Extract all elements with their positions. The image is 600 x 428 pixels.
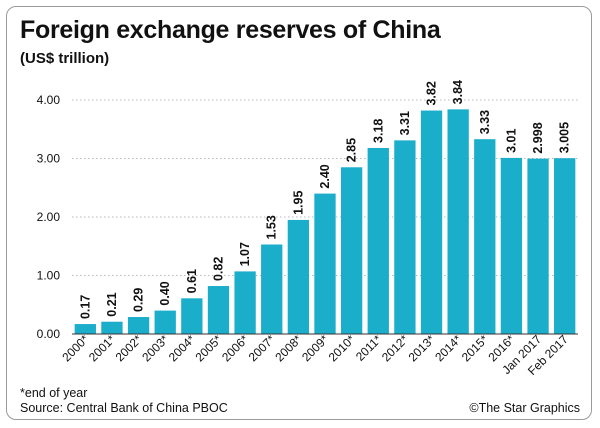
bar <box>101 321 123 334</box>
x-tick-label: 2013* <box>406 332 438 364</box>
x-tick-label: 2000* <box>59 332 91 364</box>
chart-subtitle: (US$ trillion) <box>20 50 110 67</box>
x-tick-label: 2001* <box>86 332 118 364</box>
credit-text: ©The Star Graphics <box>469 401 580 415</box>
data-label: 1.07 <box>238 242 252 266</box>
x-tick-label: 2008* <box>272 332 304 364</box>
data-label: 3.01 <box>504 129 518 153</box>
y-tick-label: 0.00 <box>37 327 61 341</box>
bar <box>207 286 230 334</box>
x-tick-label: 2003* <box>139 332 171 364</box>
data-label: 1.53 <box>265 215 279 239</box>
y-tick-label: 2.00 <box>37 210 61 224</box>
data-label: 3.18 <box>371 119 385 143</box>
data-label: 0.40 <box>158 281 172 305</box>
bar <box>234 271 256 334</box>
data-label: 0.21 <box>105 292 119 316</box>
data-label: 0.61 <box>185 269 199 293</box>
bar <box>154 310 176 334</box>
data-label: 0.82 <box>211 257 225 281</box>
x-tick-label: 2007* <box>246 332 278 364</box>
bar <box>181 298 203 334</box>
bar <box>74 324 96 334</box>
x-tick-label: 2006* <box>219 332 251 364</box>
bar <box>367 147 389 334</box>
x-tick-label: 2004* <box>166 332 198 364</box>
y-tick-label: 3.00 <box>37 152 61 166</box>
data-label: 3.33 <box>478 110 492 134</box>
data-label: 3.31 <box>398 111 412 135</box>
y-tick-label: 4.00 <box>37 93 61 107</box>
x-tick-label: 2015* <box>459 332 491 364</box>
source-text: Source: Central Bank of China PBOC <box>20 401 228 415</box>
bar <box>447 109 469 334</box>
data-label: 0.29 <box>132 288 146 312</box>
data-label: 0.17 <box>78 295 92 319</box>
bar <box>340 167 363 334</box>
bar <box>420 110 443 334</box>
data-label: 2.85 <box>345 138 359 162</box>
bar <box>474 139 496 334</box>
data-label: 3.82 <box>425 81 439 105</box>
x-tick-label: 2012* <box>379 332 411 364</box>
bar <box>127 317 150 334</box>
x-tick-label: 2014* <box>432 332 464 364</box>
footnote: *end of year <box>20 386 88 400</box>
data-label: 3.84 <box>451 80 465 104</box>
y-axis-ticks: 0.00 1.00 2.00 3.00 4.00 <box>37 93 61 341</box>
y-tick-label: 1.00 <box>37 269 61 283</box>
bar <box>287 219 310 334</box>
data-label: 1.95 <box>291 191 305 215</box>
x-tick-label: 2002* <box>113 332 145 364</box>
bars <box>74 109 576 334</box>
x-tick-label: 2009* <box>299 332 331 364</box>
data-label: 3.005 <box>558 122 572 153</box>
x-tick-label: 2010* <box>326 332 358 364</box>
x-tick-label: 2005* <box>193 332 225 364</box>
data-label: 2.998 <box>531 122 545 153</box>
x-tick-label: 2011* <box>353 332 385 364</box>
bar <box>554 158 576 334</box>
bar <box>500 157 523 334</box>
bar <box>527 158 549 334</box>
chart-title: Foreign exchange reserves of China <box>20 16 441 44</box>
data-label: 2.40 <box>318 164 332 188</box>
x-axis-ticks: 2000*2001*2002*2003*2004*2005*2006*2007*… <box>59 332 571 378</box>
data-labels: 0.17 0.21 0.29 0.40 0.61 0.82 1.07 1.53 1.95 2.40… <box>78 80 571 319</box>
bar <box>394 140 416 334</box>
bar <box>261 244 283 334</box>
bar <box>314 193 336 334</box>
